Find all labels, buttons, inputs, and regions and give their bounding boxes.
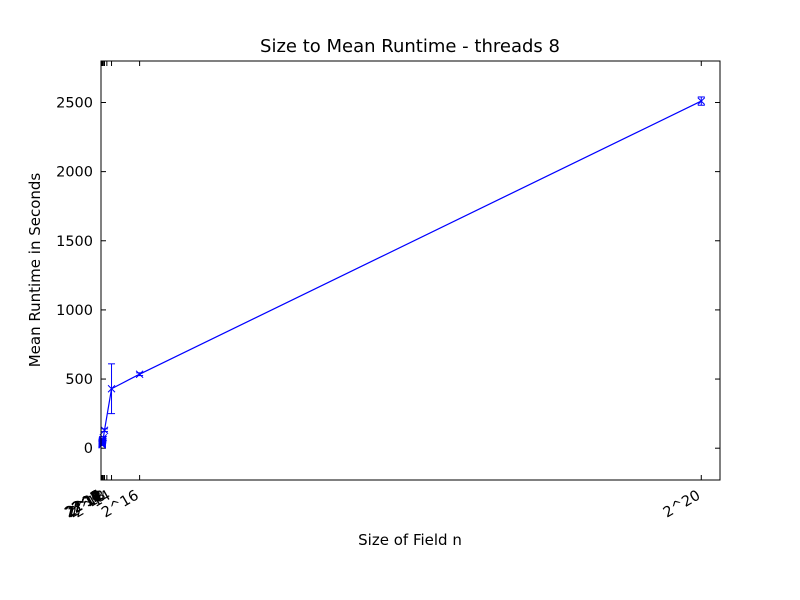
data-point-marker <box>697 97 706 105</box>
data-point-marker <box>107 384 116 393</box>
y-tick-label: 2000 <box>56 165 93 181</box>
y-tick-label: 1000 <box>56 303 93 319</box>
chart-title: Size to Mean Runtime - threads 8 <box>260 36 560 57</box>
y-tick-label: 1500 <box>56 234 93 250</box>
y-tick-label: 0 <box>84 441 93 457</box>
x-axis-label: Size of Field n <box>358 531 462 549</box>
data-point-marker <box>135 370 144 379</box>
plot-frame <box>100 60 721 481</box>
y-tick-label: 2500 <box>56 95 93 111</box>
y-axis-label: Mean Runtime in Seconds <box>26 173 44 368</box>
data-point-marker <box>100 426 109 435</box>
y-tick-label: 500 <box>65 372 93 388</box>
data-point-marker <box>98 435 107 444</box>
